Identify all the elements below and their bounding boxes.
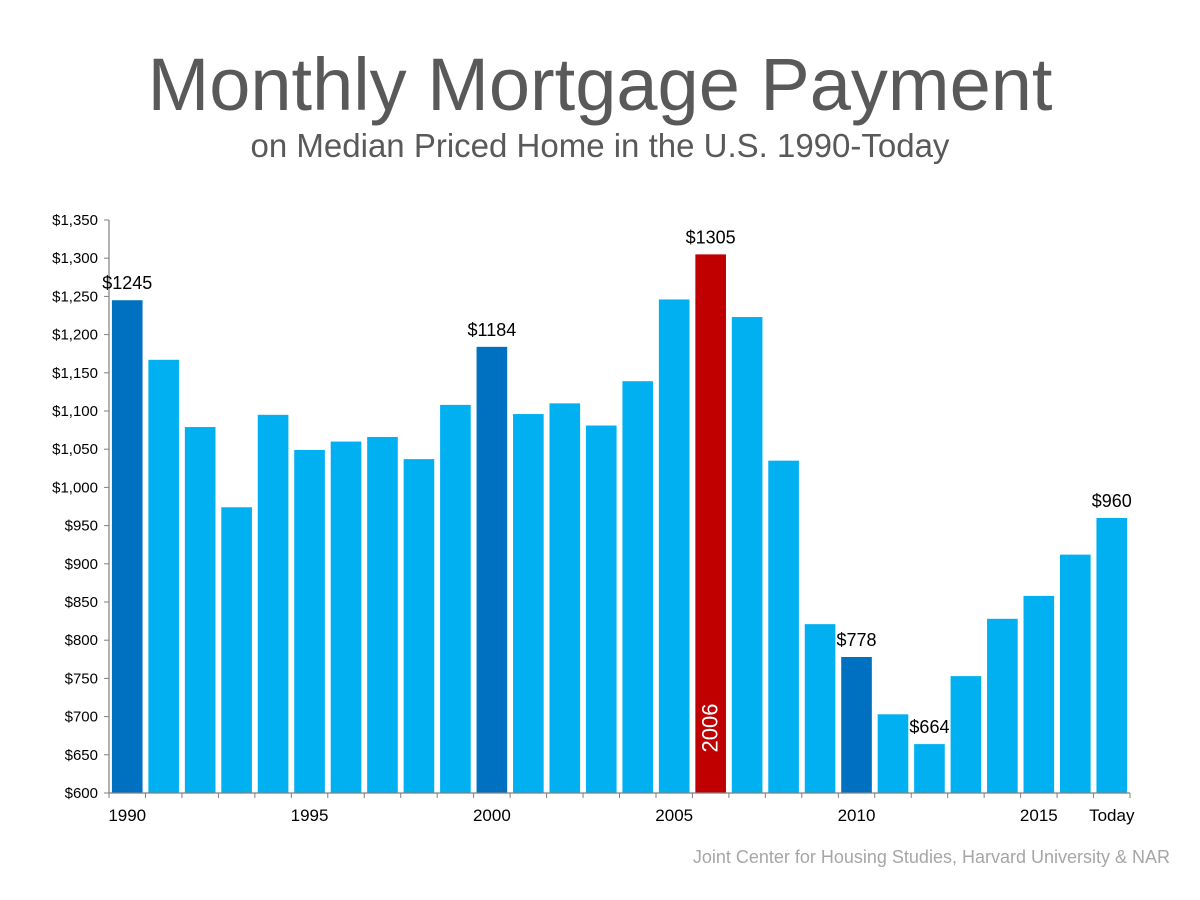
value-label-2010: $778	[836, 630, 876, 650]
x-axis-ticks: 1990 1995 2000 2005 2010 2015 Today	[108, 793, 1135, 825]
bar-1998	[403, 459, 435, 793]
y-tick-label: $650	[65, 747, 98, 764]
y-tick-label: $950	[65, 518, 98, 535]
y-tick-label: $1,000	[52, 479, 98, 496]
bar-2009	[804, 624, 836, 793]
chart-title: Monthly Mortgage Payment	[147, 43, 1053, 126]
x-tick-label: 1990	[108, 806, 146, 825]
y-tick-label: $900	[65, 556, 98, 573]
bar-2010	[841, 657, 872, 793]
bar-2008	[768, 460, 799, 793]
value-label-2006: $1305	[686, 227, 736, 247]
bar-2005	[658, 299, 690, 793]
x-tick-label: Today	[1089, 806, 1135, 825]
y-tick-label: $750	[65, 670, 98, 687]
bar-inside-label: 2006	[698, 704, 723, 753]
bar-2014	[987, 618, 1018, 793]
y-tick-label: $1,250	[52, 288, 98, 305]
bar-2002	[549, 403, 581, 793]
bar-2016	[1059, 554, 1091, 793]
y-tick-label: $1,200	[52, 327, 98, 344]
bar-2015	[1023, 595, 1055, 793]
x-tick-label: 1995	[291, 806, 329, 825]
x-tick-label: 2010	[838, 806, 876, 825]
bar-2003	[585, 425, 617, 793]
bar-1999	[440, 404, 471, 793]
bar-1994	[257, 414, 289, 793]
chart-subtitle: on Median Priced Home in the U.S. 1990-T…	[250, 127, 950, 164]
value-label-Today: $960	[1092, 491, 1132, 511]
y-tick-label: $1,100	[52, 403, 98, 420]
bar-2012	[914, 744, 945, 793]
y-tick-label: $600	[65, 785, 98, 802]
bars-group	[111, 254, 1128, 793]
bar-1992	[184, 427, 216, 793]
value-label-1990: $1245	[102, 273, 152, 293]
x-tick-label: 2005	[655, 806, 693, 825]
bar-2000	[476, 346, 508, 793]
bar-1990	[111, 300, 143, 793]
bar-1995	[294, 449, 325, 793]
bar-2013	[950, 676, 982, 793]
y-tick-label: $1,150	[52, 365, 98, 382]
bar-Today	[1096, 517, 1128, 793]
y-tick-label: $1,300	[52, 250, 98, 267]
y-tick-label: $800	[65, 632, 98, 649]
bar-1993	[221, 507, 252, 793]
bar-2004	[622, 381, 654, 793]
bar-1996	[330, 441, 362, 793]
y-axis-ticks: $600 $650 $700 $750 $800 $850 $900 $950 $1,000 $1…	[52, 212, 109, 802]
y-tick-label: $700	[65, 709, 98, 726]
bar-2001	[513, 414, 544, 793]
x-tick-label: 2015	[1020, 806, 1058, 825]
x-tick-label: 2000	[473, 806, 511, 825]
value-label-2000: $1184	[468, 320, 517, 340]
y-tick-label: $1,050	[52, 441, 98, 458]
y-tick-label: $1,350	[52, 212, 98, 229]
bar-2006	[695, 254, 726, 793]
bar-2007	[731, 317, 763, 793]
bar-1991	[148, 359, 180, 793]
bar-2011	[877, 714, 909, 793]
value-labels: $1245 $1184 $1305 2006 $778 $664 $960	[102, 227, 1132, 752]
y-tick-label: $850	[65, 594, 98, 611]
bar-1997	[367, 436, 398, 793]
source-note: Joint Center for Housing Studies, Harvar…	[692, 847, 1170, 867]
value-label-2012: $664	[909, 717, 949, 737]
